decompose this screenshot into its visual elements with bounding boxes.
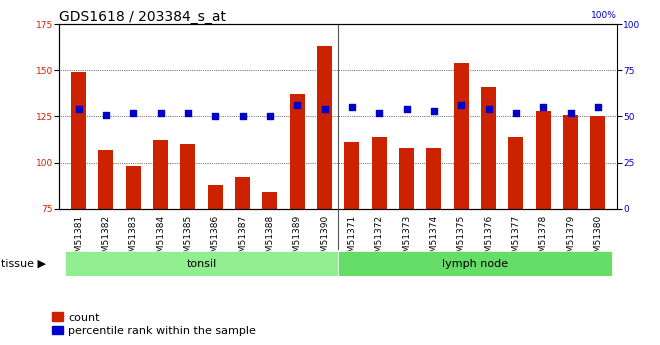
Bar	[426, 148, 442, 209]
Point	[319, 106, 330, 112]
Bar	[338, 251, 612, 276]
Point	[428, 108, 439, 114]
Point	[100, 112, 111, 117]
Point	[128, 110, 139, 116]
Bar	[235, 177, 250, 209]
Text: tissue ▶: tissue ▶	[1, 259, 46, 268]
Point	[483, 106, 494, 112]
Bar	[98, 150, 114, 209]
Point	[73, 106, 84, 112]
Point	[566, 110, 576, 116]
Bar	[208, 185, 222, 209]
Legend: count, percentile rank within the sample: count, percentile rank within the sample	[51, 313, 256, 336]
Point	[183, 110, 193, 116]
Bar	[317, 46, 332, 209]
Point	[265, 114, 275, 119]
Bar	[290, 94, 305, 209]
Bar	[481, 87, 496, 209]
Bar	[591, 117, 605, 209]
Bar	[563, 115, 578, 209]
Bar	[180, 144, 195, 209]
Point	[210, 114, 220, 119]
Point	[593, 105, 603, 110]
Bar	[71, 72, 86, 209]
Point	[511, 110, 521, 116]
Point	[238, 114, 248, 119]
Bar	[399, 148, 414, 209]
Bar	[372, 137, 387, 209]
Point	[374, 110, 385, 116]
Bar	[65, 251, 339, 276]
Point	[538, 105, 548, 110]
Point	[292, 102, 302, 108]
Text: lymph node: lymph node	[442, 259, 508, 268]
Bar	[508, 137, 523, 209]
Text: GDS1618 / 203384_s_at: GDS1618 / 203384_s_at	[59, 10, 226, 24]
Point	[456, 102, 467, 108]
Point	[155, 110, 166, 116]
Bar	[536, 111, 551, 209]
Point	[401, 106, 412, 112]
Bar	[263, 192, 277, 209]
Text: tonsil: tonsil	[186, 259, 216, 268]
Bar	[153, 140, 168, 209]
Bar	[345, 142, 360, 209]
Point	[346, 105, 357, 110]
Text: 100%: 100%	[591, 11, 617, 20]
Bar	[125, 166, 141, 209]
Bar	[454, 63, 469, 209]
